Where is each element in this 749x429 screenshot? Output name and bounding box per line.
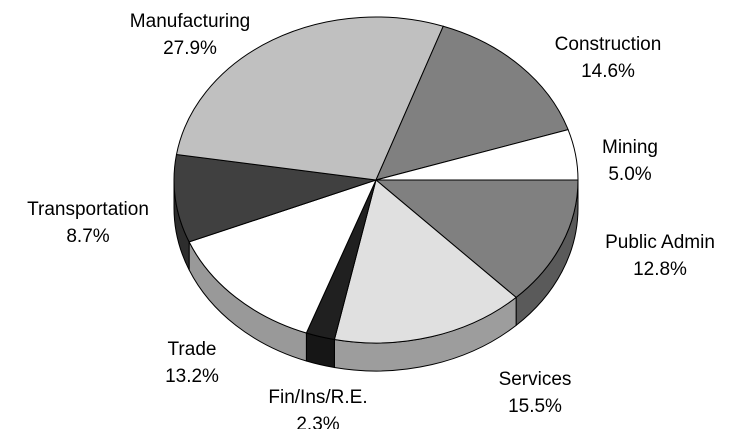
slice	[374, 179, 579, 299]
slice-value-label: 14.6%	[581, 61, 635, 82]
slice-value-label: 15.5%	[508, 396, 562, 417]
slice	[375, 129, 579, 181]
slice-label: Fin/Ins/R.E.	[268, 387, 367, 408]
slice	[333, 179, 517, 344]
slice-label: Transportation	[27, 199, 149, 220]
slice	[173, 153, 377, 243]
slice-label: Construction	[555, 34, 662, 55]
slice-value-label: 13.2%	[165, 366, 219, 387]
slice	[188, 179, 377, 334]
slice-value-label: 5.0%	[608, 164, 651, 185]
slice-label: Manufacturing	[130, 11, 250, 32]
slice-label: Trade	[168, 339, 217, 360]
slice	[175, 16, 444, 181]
slice-label: Services	[499, 369, 572, 390]
slice	[375, 25, 569, 181]
slice-value-label: 27.9%	[163, 38, 217, 59]
slice-label: Mining	[602, 137, 658, 158]
slice-value-label: 2.3%	[296, 414, 339, 429]
slice-value-label: 12.8%	[633, 259, 687, 280]
slice-value-label: 8.7%	[66, 226, 109, 247]
slice-label: Public Admin	[605, 232, 715, 253]
